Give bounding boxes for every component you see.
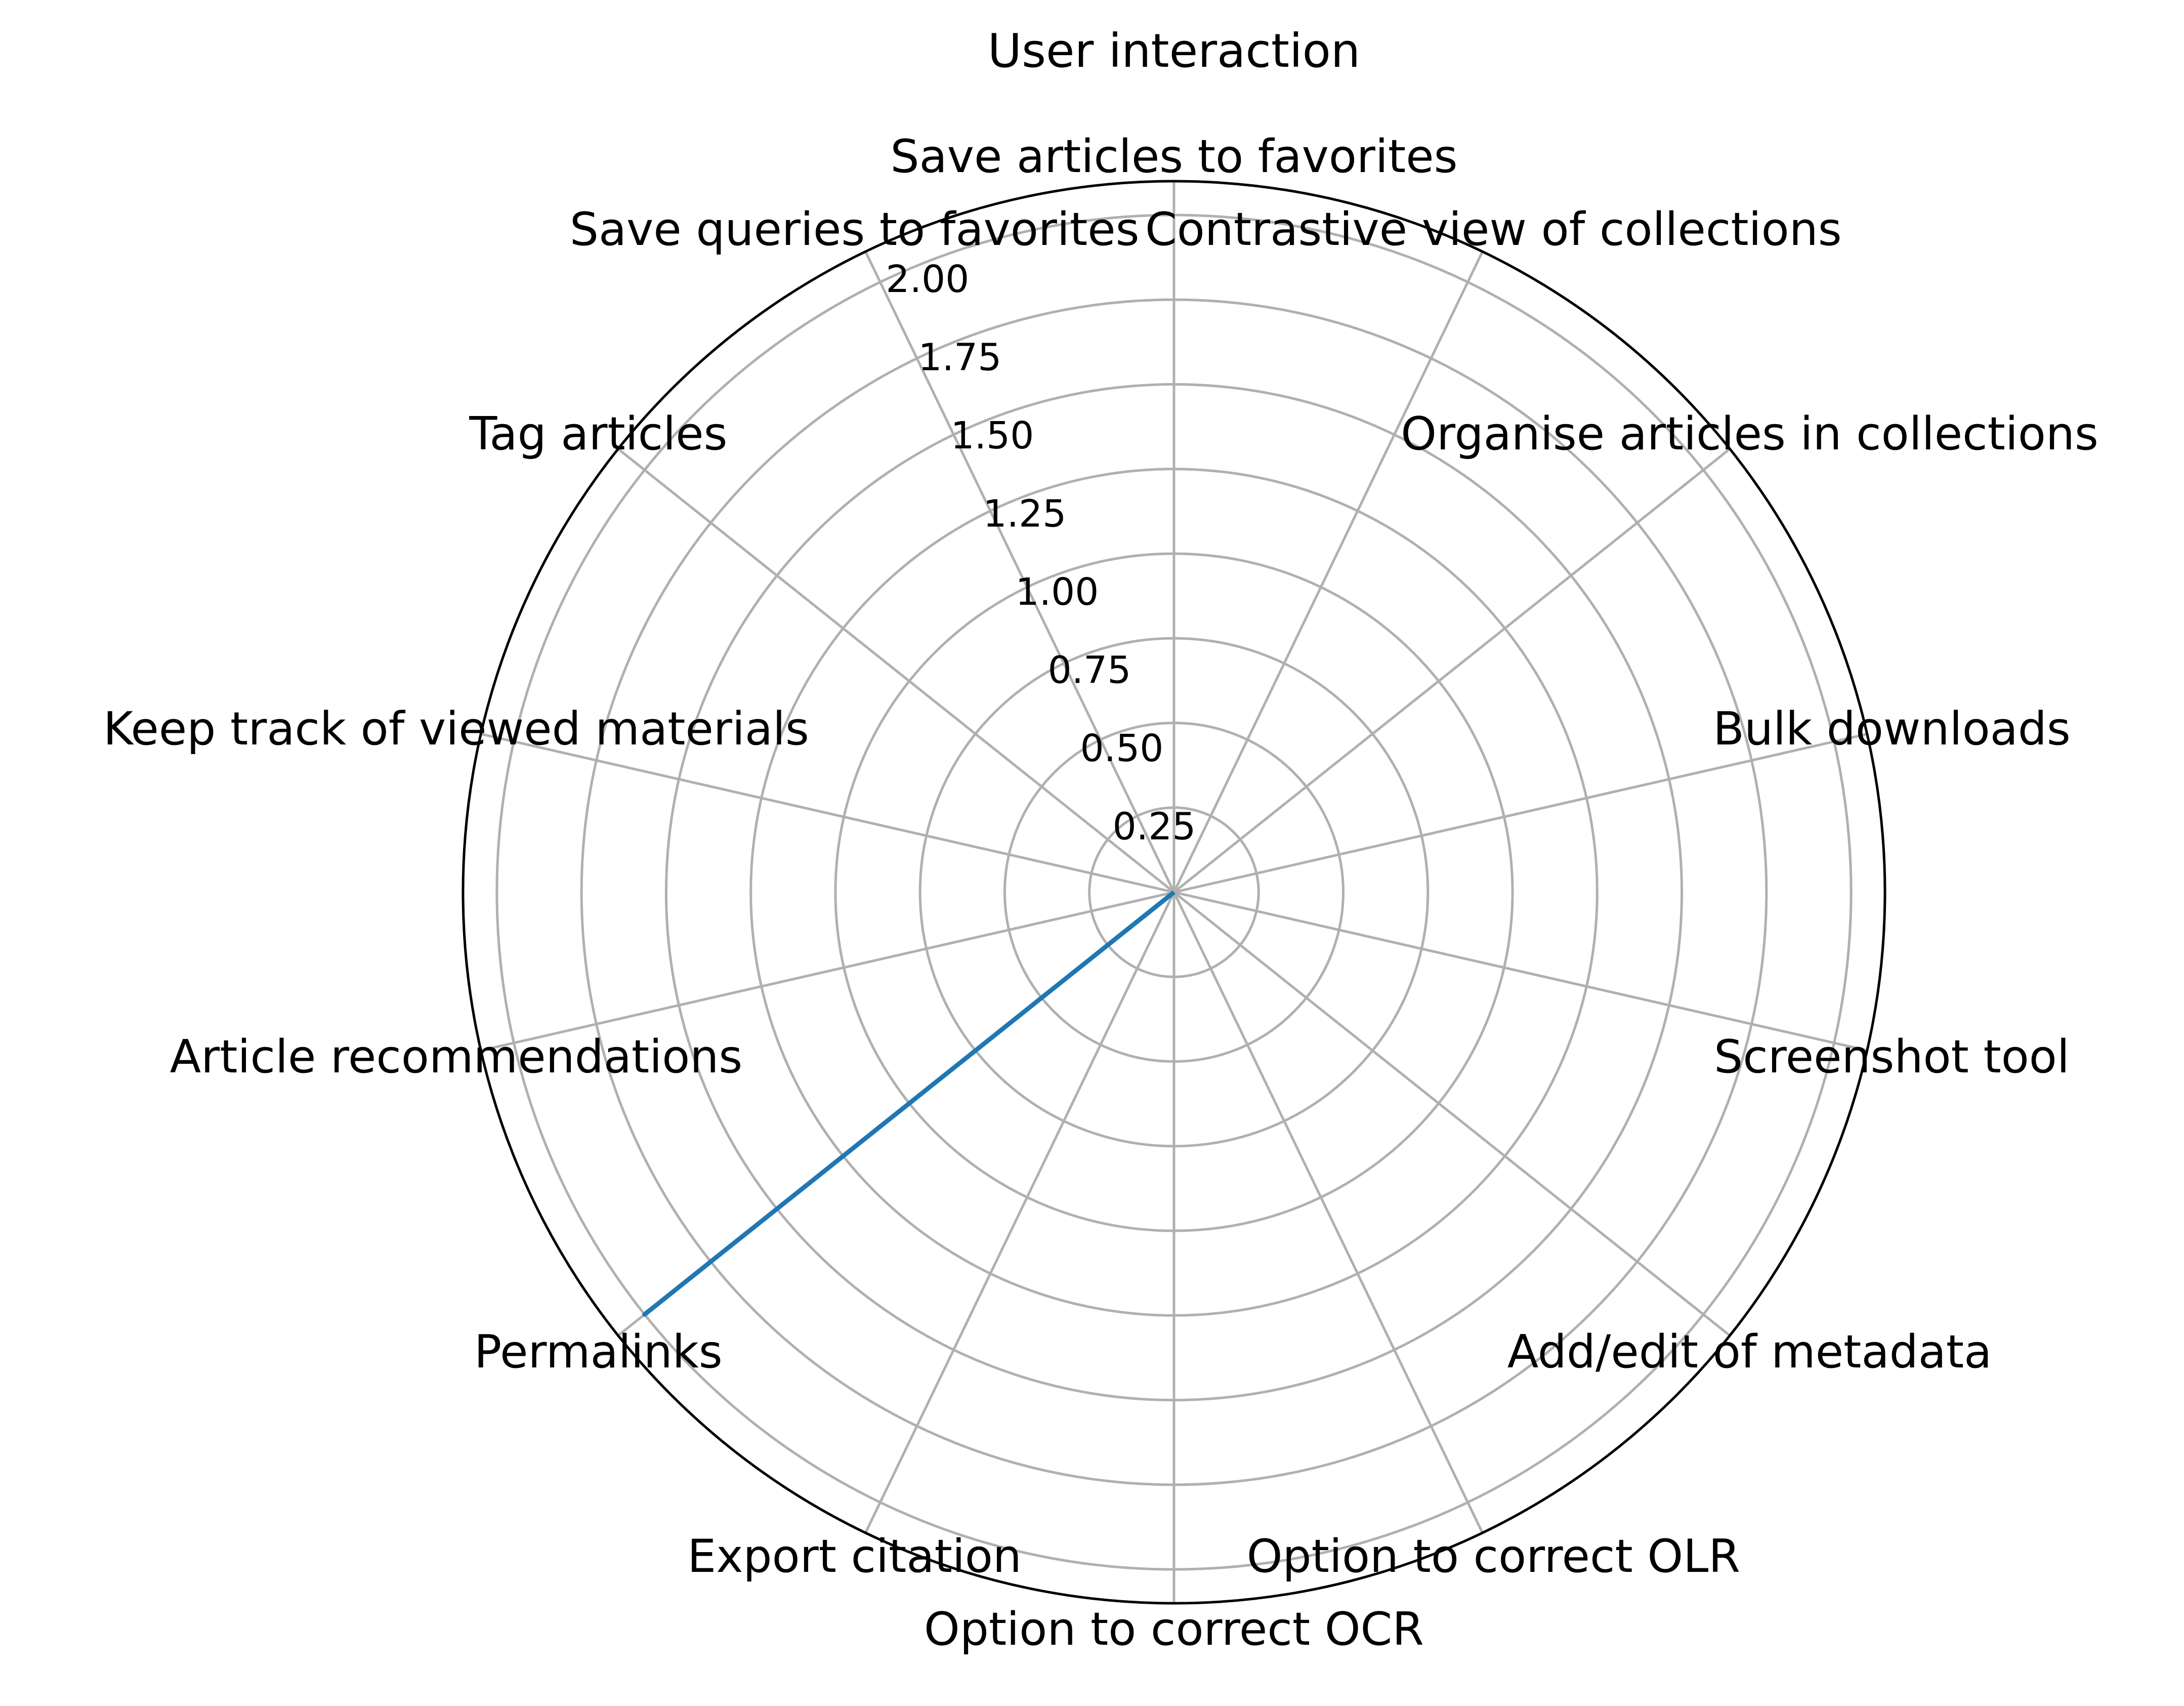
category-label: Option to correct OLR [1247, 1530, 1740, 1583]
grid-spoke-6 [1172, 891, 1484, 1533]
r-tick-label: 0.50 [1080, 727, 1164, 770]
category-label: Contrastive view of collections [1145, 203, 1842, 256]
tick-layer: 0.25 0.50 0.75 1.00 1.25 1.50 1.75 2.00 [886, 258, 1196, 849]
r-tick-label: 1.00 [1016, 570, 1099, 614]
r-tick-label: 1.75 [918, 336, 1002, 379]
spine-layer [461, 180, 1886, 1605]
category-label: Organise articles in collections [1401, 407, 2098, 461]
chart-title: User interaction [988, 24, 1361, 78]
outer-spine [461, 180, 1886, 1605]
category-label: Export citation [687, 1530, 1022, 1583]
category-label: Screenshot tool [1714, 1030, 2070, 1084]
grid-spoke-5 [1173, 891, 1731, 1337]
grid-spoke-12 [617, 448, 1175, 893]
r-tick-label: 2.00 [886, 258, 970, 301]
r-tick-label: 1.25 [983, 492, 1067, 535]
grid-layer [480, 181, 1868, 1603]
category-label: Add/edit of metadata [1507, 1325, 1992, 1379]
grid-spoke-13 [864, 251, 1175, 893]
grid-spoke-11 [480, 732, 1174, 894]
grid-spoke-2 [1173, 448, 1731, 893]
series-line-0 [642, 890, 1175, 1317]
category-label: Save articles to favorites [890, 130, 1457, 183]
grid-spoke-3 [1173, 732, 1868, 894]
category-label: Option to correct OCR [924, 1603, 1424, 1656]
series-layer [642, 890, 1175, 1317]
r-tick-label: 1.50 [951, 414, 1034, 457]
category-label: Tag articles [469, 407, 727, 461]
label-layer: Save articles to favorites Contrastive vi… [103, 130, 2098, 1656]
r-tick-label: 0.25 [1113, 805, 1196, 848]
category-label: Bulk downloads [1713, 702, 2071, 756]
category-label: Save queries to favorites [570, 203, 1140, 256]
category-label: Keep track of viewed materials [103, 702, 809, 756]
grid-spoke-1 [1172, 251, 1484, 893]
grid-spoke-4 [1173, 891, 1868, 1052]
grid-spoke-10 [480, 891, 1174, 1052]
data-point-9 [644, 1314, 645, 1315]
grid-spoke-8 [864, 891, 1175, 1533]
category-label: Article recommendations [170, 1030, 743, 1084]
category-label: Permalinks [474, 1325, 723, 1379]
r-tick-label: 0.75 [1048, 648, 1131, 692]
